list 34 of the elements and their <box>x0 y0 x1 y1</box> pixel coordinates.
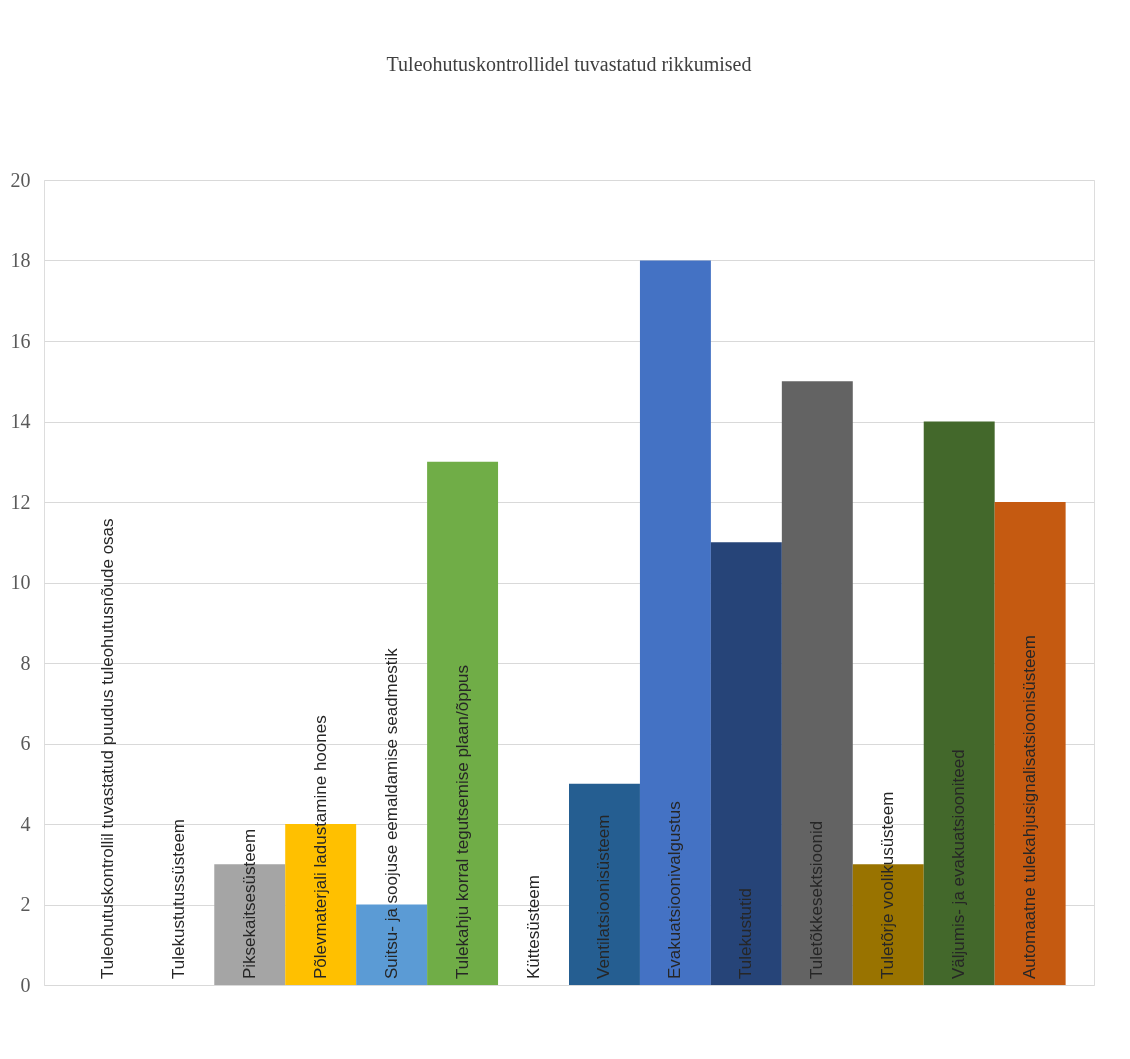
y-tick-label: 18 <box>10 249 31 271</box>
bar <box>639 260 711 985</box>
x-tick-label: Automaatne tulekahjusignalisatsioonisüsteem <box>1020 635 1040 979</box>
x-tick-label: Küttesüsteem <box>523 875 543 979</box>
x-tick-label: Tulekustutid <box>736 887 756 979</box>
x-tick-label: Tuletõrje voolikusüsteem <box>878 791 898 979</box>
y-tick-label: 6 <box>20 732 31 754</box>
bar <box>710 542 782 985</box>
y-tick-label: 0 <box>20 973 31 996</box>
x-tick-label: Piksekaitsesüsteem <box>239 828 259 979</box>
bar <box>569 783 640 985</box>
y-tick-label: 2 <box>20 893 31 915</box>
x-tick-label: Tuletõkkesektsioonid <box>807 820 827 979</box>
x-tick-label: Väljumis- ja evakuatsiooniteed <box>949 749 969 979</box>
y-tick-label: 4 <box>20 812 31 835</box>
y-tick-label: 10 <box>10 571 31 593</box>
x-tick-label: Ventilatsioonisüsteem <box>594 814 614 979</box>
x-tick-label: Tuleohutuskontrollil tuvastatud puudus tuleohutusnõude osas <box>97 518 117 979</box>
y-tick-label: 14 <box>10 410 31 432</box>
bar <box>356 904 428 985</box>
chart-title: Tuleohutuskontrollidel tuvastatud rikkumised <box>386 53 752 75</box>
y-tick-label: 16 <box>10 329 31 352</box>
y-tick-label: 20 <box>10 168 31 191</box>
x-tick-label: Evakuatsioonivalgustus <box>665 801 685 979</box>
y-tick-label: 8 <box>20 651 31 674</box>
bar <box>923 421 995 985</box>
x-tick-label: Tulekahju korral tegutsemise plaan/õppus <box>452 664 472 979</box>
bar <box>994 502 1066 985</box>
bar <box>427 461 499 985</box>
x-tick-label: Tulekustutussüsteem <box>168 819 188 979</box>
x-tick-label: Põlevmaterjali ladustamine hoones <box>310 715 330 979</box>
y-tick-label: 12 <box>10 490 31 513</box>
x-tick-label: Suitsu- ja soojuse eemaldamise seadmestik <box>381 647 401 979</box>
bar <box>781 381 853 985</box>
